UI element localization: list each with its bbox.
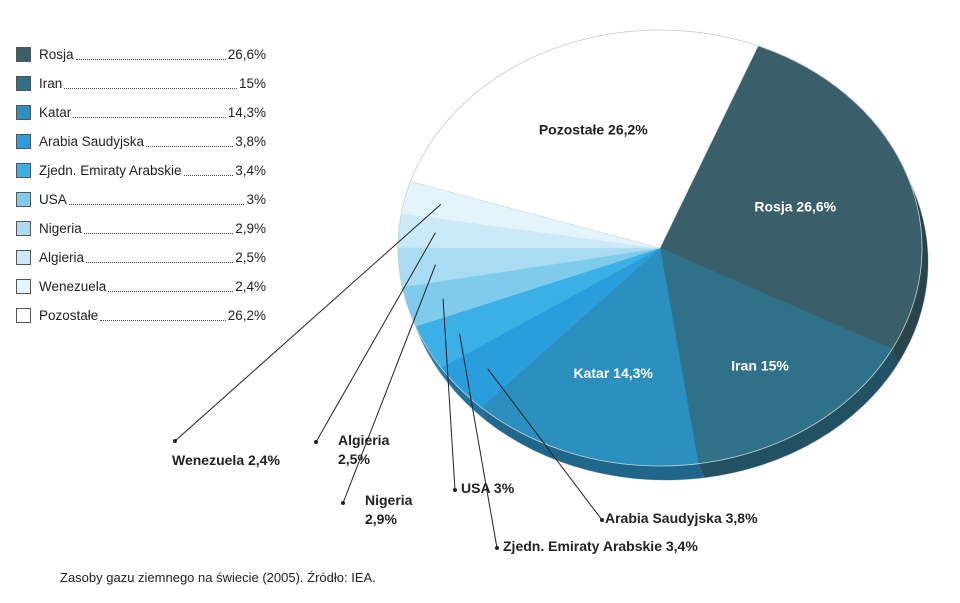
legend-item-algieria: Algieria 2,5% <box>16 243 266 272</box>
pie-side-iran <box>698 349 899 478</box>
legend-item-usa: USA 3% <box>16 185 266 214</box>
legend-dot-leader <box>146 146 234 147</box>
legend-dot-leader <box>64 88 237 89</box>
legend-swatch <box>16 192 31 207</box>
slice-label-iran: Iran 15% <box>731 357 789 373</box>
legend-value: 15% <box>238 76 266 91</box>
legend-swatch <box>16 134 31 149</box>
legend-label: Algieria <box>39 250 85 265</box>
legend-dot-leader <box>86 262 234 263</box>
pie-side-katar <box>481 407 705 480</box>
leader-line-nigeria <box>342 264 437 504</box>
legend-swatch <box>16 279 31 294</box>
legend-dot-leader <box>183 175 234 176</box>
legend-swatch <box>16 221 31 236</box>
leader-line-wenezuela <box>174 203 442 442</box>
legend-item-nigeria: Nigeria 2,9% <box>16 214 266 243</box>
legend-label: Wenezuela <box>39 279 107 294</box>
legend-item-iran: Iran 15% <box>16 69 266 98</box>
slice-label-pozostale: Pozostałe 26,2% <box>539 122 648 138</box>
leader-line-zjedn-emiraty-arabskie <box>459 333 498 549</box>
leader-line-algieria <box>315 232 436 443</box>
legend-label: USA <box>39 192 67 207</box>
legend-item-arabia-saudyjska: Arabia Saudyjska 3,8% <box>16 127 266 156</box>
legend-value: 26,2% <box>227 308 266 323</box>
leader-line-arabia-saudyjska <box>487 368 603 521</box>
pie-side-zjedn-emiraty-arabskie <box>415 326 448 382</box>
leader-dot-algieria <box>314 440 318 444</box>
leader-lines <box>173 203 604 550</box>
slice-label-arabia-saudyjska: Arabia Saudyjska 3,8% <box>605 510 758 526</box>
legend-label: Pozostałe <box>39 308 99 323</box>
leader-line-usa <box>442 298 456 491</box>
legend-item-pozostale: Pozostałe 26,2% <box>16 301 266 330</box>
legend-dot-leader <box>75 59 226 60</box>
legend-value: 2,9% <box>235 221 266 236</box>
leader-dot-usa <box>453 488 457 492</box>
slice-label-zjedn-emiraty-arabskie: Zjedn. Emiraty Arabskie 3,4% <box>503 538 698 554</box>
legend-value: 2,4% <box>235 279 266 294</box>
slice-label-nigeria: Nigeria 2,9% <box>365 492 413 527</box>
legend-item-katar: Katar 14,3% <box>16 98 266 127</box>
pie-side-rosja <box>758 45 928 364</box>
legend-value: 3,8% <box>235 134 266 149</box>
slice-labels: Rosja 26,6% Iran 15% Katar 14,3% Pozostałe … <box>172 122 837 554</box>
legend-dot-leader <box>108 291 234 292</box>
slice-label-rosja: Rosja 26,6% <box>754 199 836 215</box>
legend-swatch <box>16 163 31 178</box>
pie-slices <box>397 29 923 467</box>
legend-value: 14,3% <box>227 105 266 120</box>
slice-label-usa: USA 3% <box>461 480 515 496</box>
legend-label: Rosja <box>39 47 74 62</box>
slice-label-wenezuela: Wenezuela 2,4% <box>172 452 280 468</box>
legend-value: 26,6% <box>227 47 266 62</box>
leader-dot-nigeria <box>341 501 345 505</box>
pie-rim <box>397 29 923 467</box>
legend-swatch <box>16 250 31 265</box>
legend-label: Arabia Saudyjska <box>39 134 145 149</box>
legend-value: 3,4% <box>235 163 266 178</box>
legend: Rosja 26,6% Iran 15% Katar 14,3% Arabia Saudyj… <box>16 40 266 330</box>
legend-item-zjedn-emiraty-arabskie: Zjedn. Emiraty Arabskie 3,4% <box>16 156 266 185</box>
legend-label: Katar <box>39 105 72 120</box>
legend-swatch <box>16 76 31 91</box>
legend-swatch <box>16 47 31 62</box>
legend-label: Nigeria <box>39 221 82 236</box>
leader-dot-arabia-saudyjska <box>600 518 604 522</box>
chart-caption: Zasoby gazu ziemnego na świecie (2005). … <box>60 570 376 585</box>
legend-item-rosja: Rosja 26,6% <box>16 40 266 69</box>
legend-label: Zjedn. Emiraty Arabskie <box>39 163 182 178</box>
leader-dot-wenezuela <box>173 439 177 443</box>
pie-side-arabia-saudyjska <box>441 367 488 422</box>
legend-item-wenezuela: Wenezuela 2,4% <box>16 272 266 301</box>
legend-dot-leader <box>100 320 226 321</box>
legend-swatch <box>16 105 31 120</box>
legend-value: 3% <box>246 192 266 207</box>
legend-dot-leader <box>73 117 226 118</box>
legend-label: Iran <box>39 76 63 91</box>
slice-label-algieria: Algieria 2,5% <box>338 432 390 467</box>
legend-value: 2,5% <box>235 250 266 265</box>
legend-dot-leader <box>83 233 234 234</box>
slice-label-katar: Katar 14,3% <box>573 365 653 381</box>
leader-dot-zjedn-emiraty-arabskie <box>495 546 499 550</box>
legend-dot-leader <box>68 204 245 205</box>
legend-swatch <box>16 308 31 323</box>
